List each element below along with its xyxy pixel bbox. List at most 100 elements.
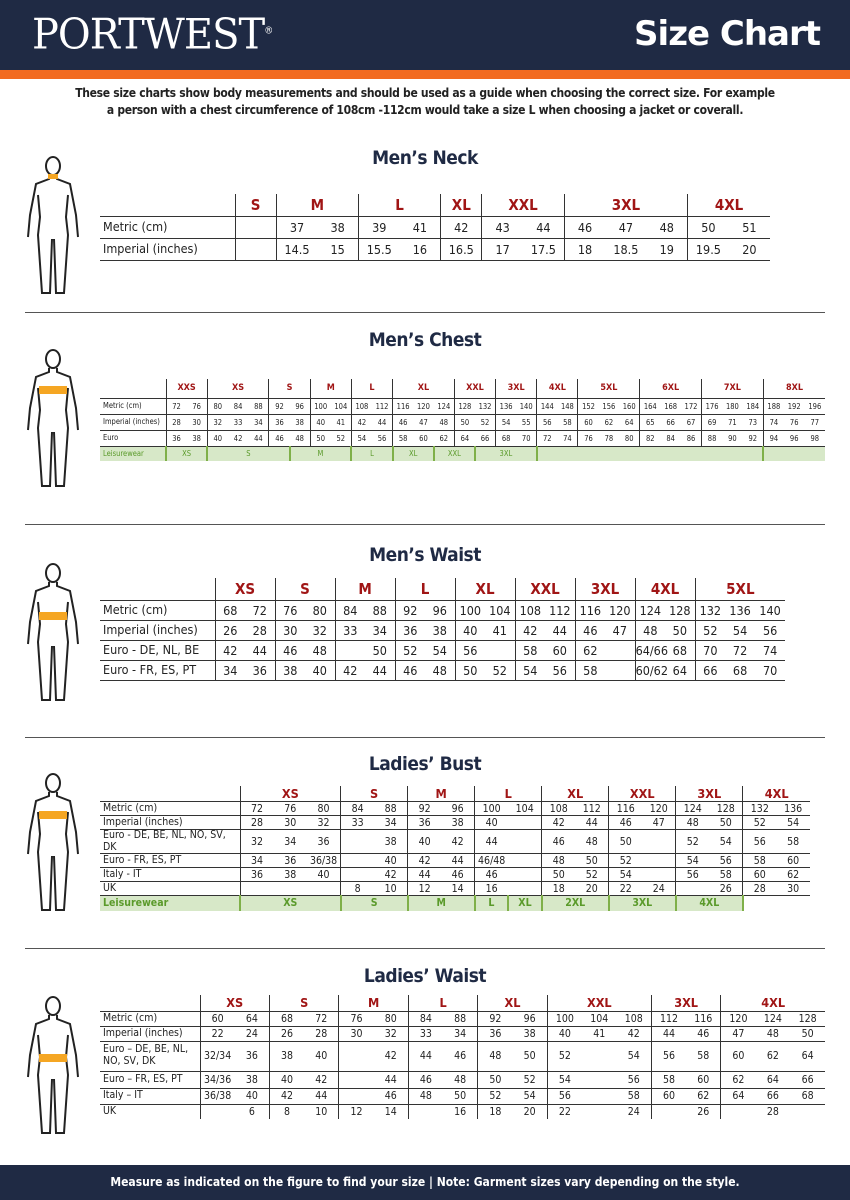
size-label: M [275, 194, 359, 217]
size-value: 46 [608, 815, 643, 830]
size-value: 48 [289, 430, 311, 447]
size-header-row: XS S M L XL XXL 3XL 4XL [100, 995, 825, 1012]
portwest-logo: PORTWEST® [32, 11, 273, 59]
size-value: 30 [273, 815, 308, 830]
page-title: Size Chart [634, 14, 821, 54]
size-value: 24 [627, 1105, 640, 1118]
size-value: 92 [742, 430, 764, 447]
size-value: 112 [650, 1011, 687, 1027]
size-value: 64/66 [634, 640, 668, 661]
table-row: Euro - FR, ES, PT 34 36 36/38 40 42 44 46/48 48 5… [100, 853, 810, 869]
size-value: 10 [374, 881, 408, 897]
size-header-row: XS S M L XL XXL 3XL 4XL [100, 786, 810, 802]
size-value: 48 [646, 216, 688, 239]
table-row: Metric (cm) 37 38 39 41 42 43 44 46 47 48 50 51 [100, 216, 770, 239]
table-row: Euro - DE, NL, BE 42 44 46 48 50 52 54 56 58 60 62 6… [100, 640, 786, 661]
table-row: Italy - IT 36 38 40 42 44 46 46 50 52 54 56 58 60 62 [100, 867, 810, 883]
table-row: Metric (cm) 60 64 68 72 76 80 84 88 92 96 100 104 108… [100, 1011, 825, 1027]
row-label: Imperial (inches) [100, 1026, 200, 1042]
size-label: XL [541, 786, 609, 802]
size-value: 15.5 [357, 238, 400, 261]
size-value: 44 [407, 1041, 444, 1072]
size-value: 72 [725, 640, 756, 661]
size-value: 60 [776, 853, 810, 869]
size-value: 34 [273, 829, 308, 855]
size-value: 62 [574, 640, 606, 661]
size-value: 180 [722, 398, 743, 415]
size-value: 88 [701, 430, 723, 447]
leisurewear-size: S [206, 446, 290, 461]
table-row: Metric (cm) 72 76 80 84 88 92 96 100 104 108 112 116… [100, 801, 810, 816]
size-label: 6XL [639, 379, 702, 399]
size-value: 32/34 [199, 1041, 235, 1072]
size-value: 36 [394, 620, 426, 641]
size-value: 22 [546, 1104, 582, 1119]
size-value: 76 [273, 801, 308, 816]
size-value: 71 [722, 414, 743, 431]
size-value: 38 [186, 430, 208, 447]
size-value [508, 867, 542, 883]
header-spacer [100, 995, 200, 1012]
size-value: 152 [577, 398, 599, 415]
size-value: 104 [508, 801, 542, 816]
size-value [720, 1104, 756, 1119]
size-value: 37 [275, 216, 318, 239]
size-value: 100 [309, 398, 331, 415]
size-value: 77 [804, 414, 826, 431]
size-value: 56 [371, 430, 393, 447]
size-value: 42 [373, 1041, 409, 1072]
size-label: 3XL [650, 995, 721, 1012]
size-label: XXL [608, 786, 676, 802]
size-value [642, 829, 676, 855]
section-divider [25, 948, 825, 949]
size-value [407, 1104, 444, 1119]
size-value: 172 [680, 398, 702, 415]
size-value: 36 [268, 414, 290, 431]
size-value: 34 [365, 620, 396, 641]
table-row: Euro – FR, ES, PT 34/36 38 40 42 44 46 48 50 52 54… [100, 1071, 825, 1089]
size-table-bust: XS S M L XL XXL 3XL 4XL Metric (cm) 72 76 80 84 88 92 9… [100, 786, 810, 911]
section-title: Ladies’ Waist [363, 965, 487, 987]
size-value: 47 [605, 620, 636, 641]
leisurewear-size: S [339, 895, 408, 911]
size-value: 136 [725, 600, 756, 621]
size-value: 55 [516, 414, 537, 431]
size-value: 66 [694, 660, 726, 681]
size-value [338, 1071, 374, 1089]
size-value: 30 [274, 620, 306, 641]
size-value: 32 [206, 414, 228, 431]
size-value: 19.5 [687, 238, 729, 261]
size-value: 40 [474, 815, 509, 830]
size-value: 64 [755, 1071, 791, 1089]
size-label: XL [392, 379, 455, 399]
size-value: 54 [725, 620, 756, 641]
size-value: 46 [274, 640, 306, 661]
size-value: 44 [371, 414, 393, 431]
size-value: 82 [639, 430, 661, 447]
size-value: 42 [334, 660, 366, 681]
size-value [307, 881, 341, 897]
size-value: 116 [392, 398, 414, 415]
size-value: 76 [783, 414, 805, 431]
size-value: 100 [546, 1011, 582, 1027]
size-value: 62 [686, 1088, 721, 1105]
size-value: 112 [545, 600, 576, 621]
size-value: 48 [675, 815, 710, 830]
size-value [675, 881, 710, 897]
size-value [508, 829, 542, 855]
size-value: 51 [728, 216, 770, 239]
section-divider [25, 312, 825, 313]
size-value [239, 881, 274, 897]
row-label: Metric (cm) [100, 1011, 200, 1027]
leisurewear-size: 3XL [607, 895, 676, 911]
size-value: 40 [234, 1088, 270, 1105]
size-value: 32 [373, 1026, 409, 1042]
size-value: 68 [725, 660, 756, 681]
size-value: 62 [720, 1071, 756, 1089]
size-value: 58 [514, 640, 546, 661]
size-value: 52 [675, 829, 710, 855]
row-label: Euro [100, 430, 166, 447]
size-value: 40 [268, 1071, 305, 1089]
row-label: Imperial (inches) [100, 620, 215, 641]
size-value: 128 [709, 801, 743, 816]
